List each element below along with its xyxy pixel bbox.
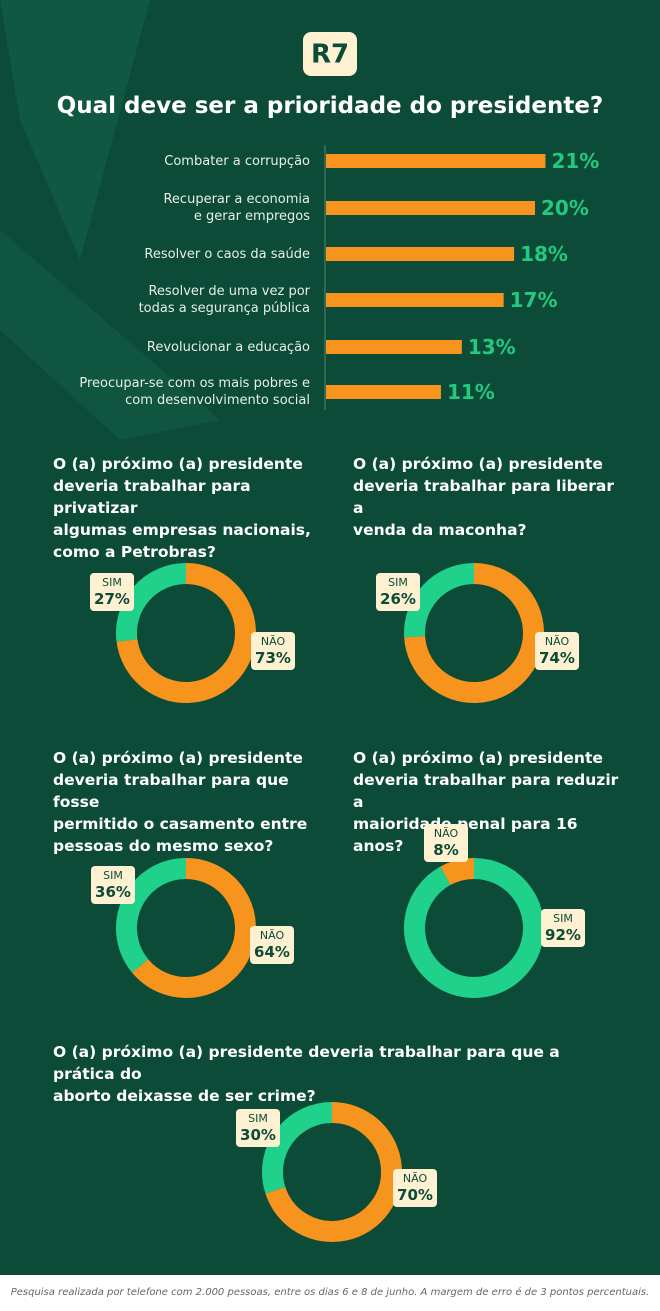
category-label: NÃO xyxy=(260,635,286,648)
chart-title: O (a) próximo (a) presidente deveria tra… xyxy=(353,749,619,855)
label-box: SIM 27% xyxy=(90,573,134,611)
category-label: SIM xyxy=(103,869,123,882)
donut-segment xyxy=(116,858,187,973)
category-label: NÃO xyxy=(544,635,570,648)
bar xyxy=(326,293,504,307)
chart-title: O (a) próximo (a) presidente deveria tra… xyxy=(53,1043,560,1105)
value-label: 11% xyxy=(446,380,495,404)
category-label: NÃO xyxy=(433,827,459,840)
value-label: 70% xyxy=(397,1186,433,1204)
bar xyxy=(326,385,441,399)
value-label: 30% xyxy=(240,1126,276,1144)
category-label: NÃO xyxy=(259,929,285,942)
value-label: 26% xyxy=(380,590,416,608)
donut-segment xyxy=(440,858,475,886)
value-label: 36% xyxy=(95,883,131,901)
value-label: 20% xyxy=(541,196,589,220)
value-label: 21% xyxy=(551,149,600,173)
label-box: SIM 26% xyxy=(376,573,420,611)
category-label: SIM xyxy=(248,1112,268,1125)
category-label: SIM xyxy=(102,576,122,589)
label-box: SIM 36% xyxy=(91,866,135,904)
value-label: 73% xyxy=(255,649,291,667)
category-label: SIM xyxy=(553,912,573,925)
donut-segment xyxy=(265,1102,402,1242)
bar xyxy=(326,247,515,261)
chart-title: O (a) próximo (a) presidente deveria tra… xyxy=(353,455,614,539)
category-label: Resolver o caos da saúde xyxy=(144,246,310,262)
label-box: NÃO 70% xyxy=(393,1169,437,1207)
donut-segment xyxy=(116,563,256,703)
label-box: SIM 92% xyxy=(541,909,585,947)
category-label: Revolucionar a educação xyxy=(146,339,310,355)
value-label: 74% xyxy=(539,649,575,667)
value-label: 27% xyxy=(94,590,130,608)
value-label: 13% xyxy=(467,335,516,359)
value-label: 64% xyxy=(254,943,290,961)
chart-title: Qual deve ser a prioridade do presidente… xyxy=(56,93,604,119)
label-box: NÃO 73% xyxy=(251,632,295,670)
bar xyxy=(326,340,462,354)
decoration xyxy=(0,230,220,440)
category-label: Resolver de uma vez por todas a seguranç… xyxy=(138,284,310,316)
label-box: NÃO 74% xyxy=(535,632,579,670)
category-label: Recuperar a economia e gerar empregos xyxy=(163,192,310,224)
footer: Pesquisa realizada por telefone com 2.00… xyxy=(0,1275,660,1311)
chart-title: O (a) próximo (a) presidente deveria tra… xyxy=(53,455,311,561)
donut-segment xyxy=(132,858,256,998)
category-label: Combater a corrupção xyxy=(164,153,310,169)
value-label: 17% xyxy=(509,288,558,312)
category-label: NÃO xyxy=(402,1172,428,1185)
value-label: 92% xyxy=(545,926,581,944)
donut-segment xyxy=(404,563,475,638)
label-box: SIM 30% xyxy=(236,1109,280,1147)
bar xyxy=(326,154,546,168)
logo: R7 xyxy=(311,40,349,70)
label-box: NÃO 8% xyxy=(424,824,468,862)
label-box: NÃO 64% xyxy=(250,926,294,964)
category-label: SIM xyxy=(388,576,408,589)
donut-segment xyxy=(116,563,187,642)
bar xyxy=(326,201,535,215)
donut-segment xyxy=(262,1102,333,1194)
value-label: 8% xyxy=(433,841,459,859)
donut-segment xyxy=(404,563,544,703)
value-label: 18% xyxy=(520,242,568,266)
chart-title: O (a) próximo (a) presidente deveria tra… xyxy=(53,749,308,855)
decoration xyxy=(0,0,150,260)
category-label: Preocupar-se com os mais pobres e com de… xyxy=(79,376,310,408)
logo-badge xyxy=(303,32,357,76)
donut-segment xyxy=(404,858,544,998)
